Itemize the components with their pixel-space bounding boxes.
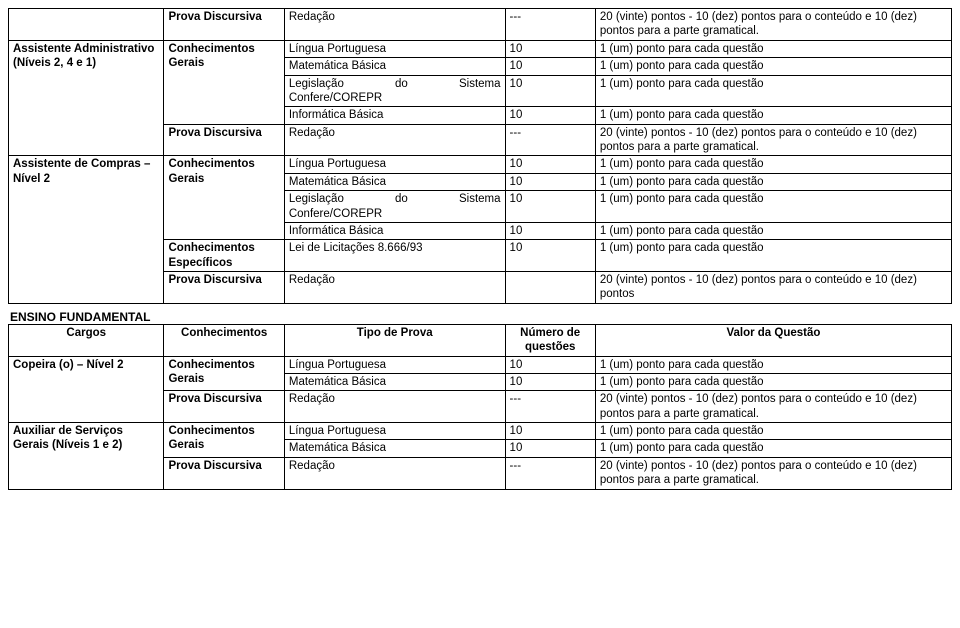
table-header-row: Cargos Conhecimentos Tipo de Prova Númer… xyxy=(9,324,952,356)
header-conh: Conhecimentos xyxy=(164,324,284,356)
cell-valor: 1 (um) ponto para cada questão xyxy=(595,356,951,373)
cell-cargo: Assistente de Compras – Nível 2 xyxy=(9,156,164,303)
table-row: Copeira (o) – Nível 2 Conhecimentos Gera… xyxy=(9,356,952,373)
cell-num: 10 xyxy=(505,240,595,272)
table-row: Assistente de Compras – Nível 2 Conhecim… xyxy=(9,156,952,173)
cell-num: 10 xyxy=(505,107,595,124)
cell-num: 10 xyxy=(505,75,595,107)
cell-tipo: Informática Básica xyxy=(284,107,505,124)
tipo-part: Sistema xyxy=(459,77,501,91)
cell-num: 10 xyxy=(505,356,595,373)
cell-num: --- xyxy=(505,457,595,489)
cell-valor: 1 (um) ponto para cada questão xyxy=(595,107,951,124)
header-cargo: Cargos xyxy=(9,324,164,356)
cell-cargo xyxy=(9,9,164,41)
section-heading-fundamental: ENSINO FUNDAMENTAL xyxy=(8,310,952,324)
cell-valor: 1 (um) ponto para cada questão xyxy=(595,156,951,173)
cell-cargo: Copeira (o) – Nível 2 xyxy=(9,356,164,423)
cell-valor: 1 (um) ponto para cada questão xyxy=(595,191,951,223)
cell-tipo: Legislação do Sistema Confere/COREPR xyxy=(284,75,505,107)
cell-valor: 1 (um) ponto para cada questão xyxy=(595,173,951,190)
cell-tipo: Matemática Básica xyxy=(284,58,505,75)
tipo-part: Legislação xyxy=(289,77,344,91)
cell-tipo: Redação xyxy=(284,9,505,41)
cell-num: 10 xyxy=(505,40,595,57)
cell-tipo: Língua Portuguesa xyxy=(284,423,505,440)
cell-num: 10 xyxy=(505,156,595,173)
fundamental-table: Cargos Conhecimentos Tipo de Prova Númer… xyxy=(8,324,952,490)
cell-conh: Conhecimentos Gerais xyxy=(164,40,284,124)
cell-valor: 1 (um) ponto para cada questão xyxy=(595,373,951,390)
cell-num: 10 xyxy=(505,423,595,440)
cell-valor: 1 (um) ponto para cada questão xyxy=(595,40,951,57)
cell-valor: 20 (vinte) pontos - 10 (dez) pontos para… xyxy=(595,124,951,156)
cell-valor: 1 (um) ponto para cada questão xyxy=(595,75,951,107)
header-valor: Valor da Questão xyxy=(595,324,951,356)
cell-tipo: Língua Portuguesa xyxy=(284,156,505,173)
cell-num xyxy=(505,272,595,304)
cell-valor: 1 (um) ponto para cada questão xyxy=(595,58,951,75)
tipo-sub: Confere/COREPR xyxy=(289,91,501,105)
cell-num: 10 xyxy=(505,191,595,223)
cell-valor: 20 (vinte) pontos - 10 (dez) pontos para… xyxy=(595,9,951,41)
cell-num: --- xyxy=(505,9,595,41)
cell-tipo: Matemática Básica xyxy=(284,440,505,457)
cell-conh: Conhecimentos Gerais xyxy=(164,423,284,458)
cell-valor: 20 (vinte) pontos - 10 (dez) pontos para… xyxy=(595,457,951,489)
cell-num: 10 xyxy=(505,222,595,239)
cell-conh: Prova Discursiva xyxy=(164,124,284,156)
cell-conh: Conhecimentos Gerais xyxy=(164,356,284,391)
cell-tipo: Matemática Básica xyxy=(284,373,505,390)
cell-valor: 20 (vinte) pontos - 10 (dez) pontos para… xyxy=(595,272,951,304)
cell-conh: Prova Discursiva xyxy=(164,9,284,41)
cell-valor: 1 (um) ponto para cada questão xyxy=(595,440,951,457)
header-num: Número de questões xyxy=(505,324,595,356)
cell-tipo: Legislação do Sistema Confere/COREPR xyxy=(284,191,505,223)
cell-valor: 1 (um) ponto para cada questão xyxy=(595,222,951,239)
cell-valor: 1 (um) ponto para cada questão xyxy=(595,240,951,272)
cell-num: 10 xyxy=(505,440,595,457)
top-table: Prova Discursiva Redação --- 20 (vinte) … xyxy=(8,8,952,304)
cell-conh: Prova Discursiva xyxy=(164,272,284,304)
table-row: Auxiliar de Serviços Gerais (Níveis 1 e … xyxy=(9,423,952,440)
tipo-part: do xyxy=(395,77,408,91)
table-row: Assistente Administrativo (Níveis 2, 4 e… xyxy=(9,40,952,57)
cell-tipo: Língua Portuguesa xyxy=(284,356,505,373)
table-row: Prova Discursiva Redação --- 20 (vinte) … xyxy=(9,9,952,41)
cell-tipo: Redação xyxy=(284,457,505,489)
cell-conh: Conhecimentos Específicos xyxy=(164,240,284,272)
cell-num: --- xyxy=(505,391,595,423)
cell-valor: 1 (um) ponto para cada questão xyxy=(595,423,951,440)
cell-tipo: Redação xyxy=(284,391,505,423)
cell-tipo: Lei de Licitações 8.666/93 xyxy=(284,240,505,272)
tipo-sub: Confere/COREPR xyxy=(289,207,501,221)
cell-tipo: Informática Básica xyxy=(284,222,505,239)
cell-num: 10 xyxy=(505,173,595,190)
cell-cargo: Auxiliar de Serviços Gerais (Níveis 1 e … xyxy=(9,423,164,490)
cell-valor: 20 (vinte) pontos - 10 (dez) pontos para… xyxy=(595,391,951,423)
cell-tipo: Matemática Básica xyxy=(284,173,505,190)
cell-num: 10 xyxy=(505,58,595,75)
tipo-part: Sistema xyxy=(459,192,501,206)
tipo-part: do xyxy=(395,192,408,206)
cell-cargo: Assistente Administrativo (Níveis 2, 4 e… xyxy=(9,40,164,156)
cell-num: 10 xyxy=(505,373,595,390)
tipo-part: Legislação xyxy=(289,192,344,206)
cell-conh: Prova Discursiva xyxy=(164,391,284,423)
cell-tipo: Redação xyxy=(284,124,505,156)
cell-conh: Prova Discursiva xyxy=(164,457,284,489)
cell-tipo: Redação xyxy=(284,272,505,304)
cell-conh: Conhecimentos Gerais xyxy=(164,156,284,240)
cell-num: --- xyxy=(505,124,595,156)
cell-tipo: Língua Portuguesa xyxy=(284,40,505,57)
header-tipo: Tipo de Prova xyxy=(284,324,505,356)
